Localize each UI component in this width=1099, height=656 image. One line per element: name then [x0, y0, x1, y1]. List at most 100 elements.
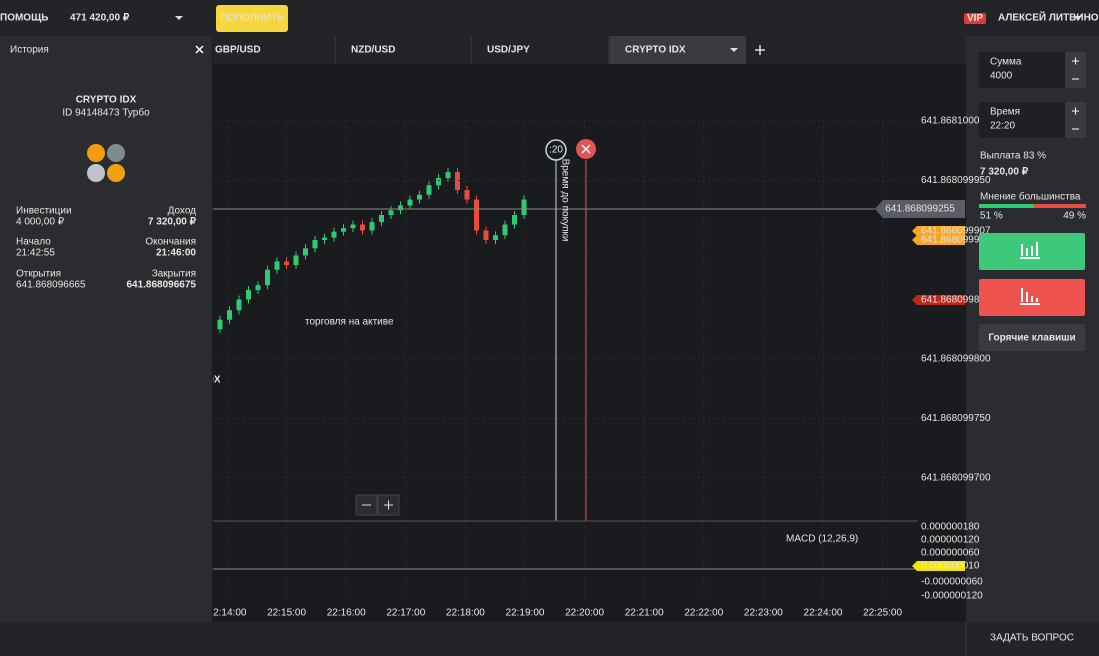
history-label: Доход — [168, 206, 197, 217]
candle-body — [426, 185, 432, 195]
candle-body — [331, 231, 337, 238]
candle-body — [217, 319, 223, 330]
timer-circle — [545, 139, 567, 161]
vip-label: VIP — [967, 13, 983, 24]
history-panel — [0, 36, 212, 622]
bottom-bar — [0, 622, 1099, 656]
history-value: 4 000,00 ₽ — [16, 217, 65, 228]
price-tag — [912, 226, 965, 236]
add-tab[interactable] — [755, 45, 765, 55]
candle-body — [274, 261, 280, 270]
tab: NZD/USD — [351, 45, 395, 56]
time-label: 22:20:00 — [565, 608, 604, 619]
candle-body — [388, 210, 394, 216]
price-tick-label: 641.868099750 — [921, 413, 991, 424]
stepper-icons — [1072, 57, 1079, 80]
price-tick-label: 641.868099800 — [921, 354, 991, 365]
history-asset: CRYPTO IDX — [76, 95, 137, 106]
candle-body — [512, 215, 517, 225]
price-tag-label: 641.868099864 — [921, 295, 991, 306]
majority-label: Мнение большинства — [980, 191, 1081, 203]
input-box[interactable] — [979, 52, 1065, 88]
history-label: Инвестиции — [16, 206, 72, 217]
candle-body — [312, 240, 318, 249]
time-label: 22:21:00 — [625, 608, 664, 619]
tab: USD/JPY — [487, 45, 530, 56]
payout-label: Выплата 83 % — [980, 151, 1046, 162]
candle-body — [322, 237, 327, 241]
candle-body — [227, 310, 232, 320]
candle-body — [474, 199, 479, 231]
history-label: Открытия — [16, 269, 61, 280]
majority-down — [1034, 204, 1086, 208]
candle-body — [417, 194, 422, 200]
history-value: 21:46:00 — [156, 248, 196, 259]
input-value: 22:20 — [990, 121, 1015, 132]
candle-body — [502, 224, 508, 236]
macd-tick-label: 0.000000060 — [921, 548, 980, 559]
deposit-button[interactable] — [216, 5, 288, 32]
history-id: ID 94148473 Турбо — [62, 107, 150, 119]
history-value: 641.868096665 — [16, 280, 86, 291]
watermark: CRYPTO IDX — [160, 375, 221, 386]
tab: GBP/USD — [215, 45, 261, 56]
candle-body — [445, 172, 451, 179]
candle-body — [246, 289, 251, 300]
time-label: 22:24:00 — [804, 608, 843, 619]
time-label: 22:15:00 — [267, 608, 306, 619]
time-label: 22:14:00 — [208, 608, 247, 619]
hotkeys-button[interactable] — [979, 324, 1085, 351]
down-icon — [1020, 288, 1040, 305]
time-label: 22:17:00 — [386, 608, 425, 619]
current-price: 641.868099255 — [885, 204, 955, 215]
candle-body — [464, 190, 470, 200]
candle-body — [341, 228, 346, 232]
input-label: Время — [990, 107, 1020, 118]
hotkeys-label: Горячие клавиши — [988, 333, 1075, 344]
active-tab-bg — [610, 36, 746, 64]
candle-body — [255, 285, 261, 290]
user-name: АЛЕКСЕЙ ЛИТВИНОВ — [998, 11, 1099, 24]
macd-tick-label: 0.000000010 — [921, 561, 980, 572]
candle-body — [360, 224, 365, 231]
history-label: Начало — [16, 237, 51, 248]
candle-body — [483, 230, 489, 241]
input-value: 4000 — [990, 71, 1013, 82]
price-tag-label: 641.868099907 — [921, 226, 991, 237]
expiry-icon — [581, 144, 591, 154]
input-box[interactable] — [979, 102, 1065, 138]
coin — [87, 164, 105, 182]
stepper[interactable] — [1065, 52, 1086, 88]
input-label: Сумма — [990, 57, 1022, 68]
candle-body — [398, 205, 403, 211]
time-label: 22:23:00 — [744, 608, 783, 619]
zoom-icons — [362, 500, 393, 510]
timer: :20 — [549, 145, 563, 156]
trading-label: торговля на активе — [305, 317, 394, 328]
candle-body — [236, 299, 242, 311]
price-tag-label: 641.868099900 — [921, 235, 991, 246]
payout: 7 320,00 ₽ — [980, 167, 1029, 178]
candle-body — [265, 269, 270, 286]
majority-up — [979, 204, 1034, 208]
macd-label: MACD (12,26,9) — [786, 534, 858, 545]
buy-time-label: Время до покупки — [559, 159, 570, 242]
tab-bar — [213, 36, 966, 64]
macd-tick-label: 0.000000180 — [921, 522, 980, 533]
time-label: 22:22:00 — [684, 608, 723, 619]
stepper[interactable] — [1065, 102, 1086, 138]
history-label: Закрытия — [152, 269, 196, 280]
candle-body — [455, 172, 460, 191]
ask-question: ЗАДАТЬ ВОПРОС — [990, 633, 1074, 644]
price-tag — [912, 295, 965, 305]
time-label: 22:18:00 — [446, 608, 485, 619]
price-tick-label: 641.868099950 — [921, 175, 991, 186]
coin — [87, 144, 105, 162]
history-close[interactable] — [195, 45, 204, 54]
price-tag — [912, 235, 965, 245]
current-price-tag — [875, 200, 965, 218]
chart: 22:14:00 22:15:00 22:16:00 22:17:00 22:18:00… — [160, 121, 902, 619]
candle-body — [293, 255, 299, 265]
